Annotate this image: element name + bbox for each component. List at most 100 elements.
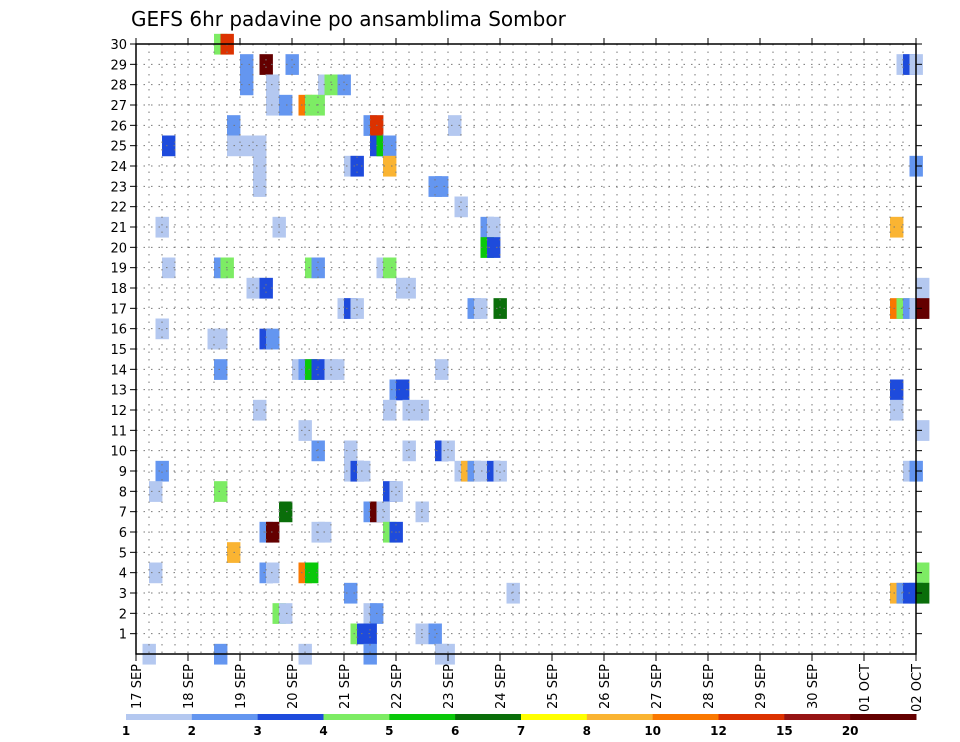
precip-cell (396, 379, 410, 401)
y-tick-label: 14 (110, 363, 127, 378)
precip-cell (435, 359, 449, 380)
precip-cell (383, 155, 397, 177)
precip-cell (487, 237, 501, 258)
precip-cell (279, 94, 293, 116)
colorbar-swatch (652, 714, 719, 720)
precip-cell (305, 562, 319, 584)
colorbar-label: 10 (644, 724, 661, 738)
y-tick-label: 24 (110, 160, 127, 175)
colorbar-swatch (586, 714, 654, 720)
x-tick-label: 19 SEP (234, 664, 249, 709)
precip-cell (214, 359, 228, 380)
precip-cell (890, 399, 904, 421)
precip-cell (253, 176, 267, 197)
y-tick-label: 6 (119, 526, 127, 541)
x-tick-label: 26 SEP (598, 664, 613, 709)
grid-layer (135, 43, 917, 654)
x-tick-label: 21 SEP (338, 664, 353, 709)
x-tick-label: 29 SEP (754, 664, 769, 709)
colorbar-swatch (126, 714, 193, 720)
colorbar-label: 8 (583, 724, 591, 738)
precip-cell (253, 135, 267, 157)
precip-cell (279, 501, 293, 523)
y-tick-label: 12 (110, 404, 127, 419)
colorbar-swatch (850, 714, 917, 720)
colorbar: 1 2 3 4 5 6 7 8 10 12 15 20 (122, 714, 917, 738)
x-tick-label: 23 SEP (442, 664, 457, 709)
y-axis: 1234567891011121314151617181920212223242… (110, 38, 922, 643)
precip-cell (487, 216, 501, 238)
precip-cell (441, 440, 455, 462)
precip-cell (428, 623, 442, 645)
colorbar-swatch (257, 714, 324, 720)
x-axis: 17 SEP 18 SEP 19 SEP 20 SEP 21 SEP 22 SEP 23 S… (130, 38, 925, 712)
precip-cell (253, 155, 267, 177)
precip-cell (506, 582, 520, 604)
precip-cell (311, 257, 325, 279)
precip-cell (266, 562, 280, 584)
precip-cell (298, 420, 312, 441)
precip-cell (344, 582, 358, 604)
precip-cell (155, 318, 169, 340)
x-tick-label: 30 SEP (806, 664, 821, 709)
precip-cell (402, 399, 416, 421)
precip-cell (454, 196, 468, 218)
precip-cell (916, 420, 930, 441)
precip-cell (149, 562, 163, 584)
y-tick-label: 20 (110, 241, 127, 256)
colorbar-swatch (323, 714, 390, 720)
precip-cell (448, 115, 462, 136)
precip-cell (916, 277, 930, 299)
y-tick-label: 13 (110, 384, 127, 399)
precip-cell (331, 359, 345, 380)
x-tick-label: 27 SEP (650, 664, 665, 709)
precip-cell (266, 74, 280, 96)
y-tick-label: 16 (110, 323, 127, 338)
colorbar-swatch (455, 714, 522, 720)
y-tick-label: 7 (119, 506, 127, 521)
precip-cell (376, 501, 390, 523)
y-tick-label: 4 (119, 567, 127, 582)
y-tick-label: 28 (110, 79, 127, 94)
precip-cell (389, 481, 403, 502)
precip-cell (916, 298, 930, 319)
precip-cell (493, 298, 507, 319)
y-tick-label: 15 (110, 343, 127, 358)
precip-cell (259, 277, 273, 299)
x-tick-label: 01 OCT (858, 664, 873, 712)
precip-cell (155, 216, 169, 238)
colorbar-label: 3 (253, 724, 261, 738)
y-tick-label: 18 (110, 282, 127, 297)
y-tick-label: 30 (110, 38, 127, 53)
y-tick-label: 19 (110, 262, 127, 277)
y-tick-label: 22 (110, 201, 127, 216)
precip-cell (435, 176, 449, 197)
precip-cell (350, 298, 364, 319)
y-tick-label: 5 (119, 546, 127, 561)
precip-cell (240, 135, 254, 157)
x-tick-label: 25 SEP (546, 664, 561, 709)
precip-cell (474, 298, 488, 319)
precip-cell (259, 54, 273, 75)
precip-cell (890, 216, 904, 238)
precip-cell (266, 521, 280, 543)
y-tick-label: 21 (110, 221, 127, 236)
y-tick-label: 26 (110, 119, 127, 134)
x-tick-label: 28 SEP (702, 664, 717, 709)
precip-cell (916, 582, 930, 604)
colorbar-label: 1 (122, 724, 130, 738)
colorbar-label: 6 (451, 724, 459, 738)
precip-cell (493, 460, 507, 482)
precip-cell (266, 328, 280, 350)
y-tick-label: 1 (119, 628, 127, 643)
y-tick-label: 10 (110, 445, 127, 460)
chart-title: GEFS 6hr padavine po ansamblima Sombor (131, 7, 567, 31)
x-tick-label: 17 SEP (130, 664, 145, 709)
y-tick-label: 3 (119, 587, 127, 602)
precip-cell (214, 328, 228, 350)
y-tick-label: 25 (110, 140, 127, 155)
precip-cell (162, 257, 176, 279)
precip-cell (916, 562, 930, 584)
precip-cell (350, 155, 364, 177)
